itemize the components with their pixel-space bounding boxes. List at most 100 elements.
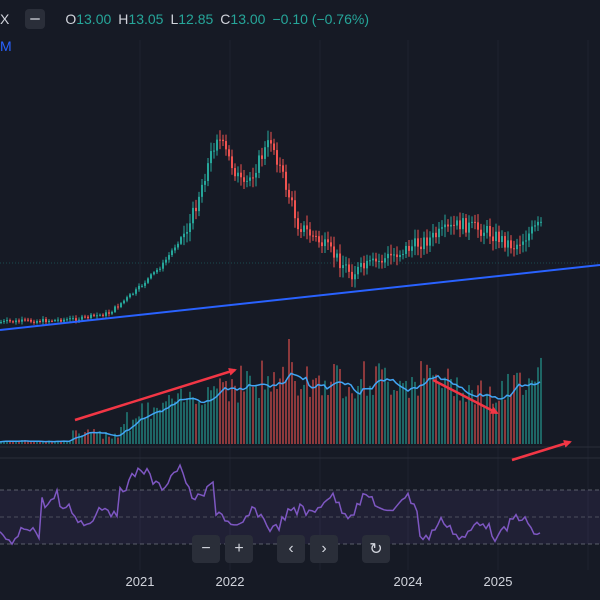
volume-bar xyxy=(66,441,68,444)
volume-bar xyxy=(141,403,143,444)
candle-body xyxy=(264,147,266,159)
candle-body xyxy=(177,243,179,248)
candle-body xyxy=(294,200,296,219)
reset-chart-button[interactable]: ↻ xyxy=(362,535,390,563)
candle-body xyxy=(312,235,314,237)
candle-body xyxy=(18,320,20,322)
volume-bar xyxy=(402,383,404,444)
candle-body xyxy=(39,321,41,323)
chart-legend: X O 13.00 H 13.05 L 12.85 C 13.00 −0.10 (−0.… xyxy=(0,8,372,30)
close-value: 13.00 xyxy=(230,11,266,27)
candle-body xyxy=(198,196,200,212)
candle-body xyxy=(432,232,434,238)
volume-bar xyxy=(81,435,83,444)
volume-bar xyxy=(204,403,206,444)
candle-body xyxy=(159,268,161,270)
volume-bar xyxy=(501,380,503,444)
candle-body xyxy=(507,240,509,248)
symbol-name[interactable]: X xyxy=(0,11,10,27)
volume-bars xyxy=(0,339,542,444)
candle-body xyxy=(447,224,449,227)
scroll-left-button[interactable]: ‹ xyxy=(277,535,305,563)
volume-bar xyxy=(168,395,170,444)
time-axis[interactable]: 2021 2022 2024 2025 xyxy=(0,574,600,594)
candle-body xyxy=(435,232,437,238)
volume-bar xyxy=(219,378,221,444)
volume-bar xyxy=(468,385,470,444)
candle-body xyxy=(510,240,512,249)
volume-bar xyxy=(150,418,152,444)
volume-bar xyxy=(333,364,335,444)
candle-body xyxy=(354,274,356,280)
candle-body xyxy=(318,236,320,243)
volume-bar xyxy=(432,375,434,444)
candle-body xyxy=(258,155,260,173)
candle-body xyxy=(528,233,530,241)
candle-body xyxy=(99,314,101,316)
zoom-out-button[interactable]: − xyxy=(192,535,220,563)
volume-bar xyxy=(408,397,410,444)
volume-bar xyxy=(177,393,179,444)
candle-body xyxy=(123,300,125,304)
volume-bar xyxy=(213,386,215,444)
volume-bar xyxy=(489,386,491,444)
annotation-arrow-up[interactable] xyxy=(74,367,237,422)
scroll-right-button[interactable]: › xyxy=(310,535,338,563)
candle-body xyxy=(228,149,230,157)
candle-body xyxy=(429,237,431,246)
high-label: H xyxy=(118,11,129,27)
study-legend-label[interactable]: M xyxy=(0,38,12,54)
candle-body xyxy=(402,253,404,255)
volume-bar xyxy=(471,390,473,444)
trendline[interactable] xyxy=(0,264,600,331)
candle-body xyxy=(285,171,287,190)
volume-bar xyxy=(495,402,497,444)
volume-bar xyxy=(198,401,200,444)
volume-bar xyxy=(378,363,380,444)
volume-bar xyxy=(60,441,62,444)
volume-bar xyxy=(216,388,218,444)
volume-bar xyxy=(96,433,98,444)
volume-bar xyxy=(195,403,197,444)
candle-body xyxy=(195,207,197,212)
candle-body xyxy=(531,226,533,234)
volume-bar xyxy=(339,368,341,444)
candle-body xyxy=(333,246,335,258)
candlesticks xyxy=(0,130,542,325)
volume-bar xyxy=(42,441,44,444)
year-label: 2021 xyxy=(125,574,155,589)
annotation-arrow-down[interactable] xyxy=(432,378,499,415)
volume-bar xyxy=(294,381,296,444)
volume-bar xyxy=(24,440,26,444)
volume-bar xyxy=(84,432,86,444)
collapse-legend-button[interactable] xyxy=(25,9,46,29)
volume-bar xyxy=(114,433,116,444)
volume-bar xyxy=(321,395,323,444)
volume-bar xyxy=(183,402,185,444)
volume-bar xyxy=(363,361,365,444)
candle-body xyxy=(360,262,362,267)
candle-body xyxy=(117,306,119,308)
volume-bar xyxy=(159,409,161,444)
volume-bar xyxy=(336,365,338,444)
candle-body xyxy=(339,253,341,269)
candle-body xyxy=(9,320,11,322)
candle-body xyxy=(180,237,182,244)
volume-bar xyxy=(537,367,539,444)
volume-bar xyxy=(297,395,299,444)
volume-bar xyxy=(354,398,356,444)
volume-bar xyxy=(102,438,104,444)
candle-body xyxy=(282,165,284,172)
candle-body xyxy=(453,224,455,226)
candle-body xyxy=(303,225,305,232)
annotation-arrow-up-2[interactable] xyxy=(511,439,572,462)
low-value: 12.85 xyxy=(178,11,214,27)
volume-bar xyxy=(381,369,383,444)
zoom-in-button[interactable]: + xyxy=(225,535,253,563)
volume-bar xyxy=(273,372,275,444)
candle-body xyxy=(54,320,56,322)
candle-body xyxy=(480,229,482,236)
volume-bar xyxy=(162,402,164,444)
candle-body xyxy=(483,232,485,236)
